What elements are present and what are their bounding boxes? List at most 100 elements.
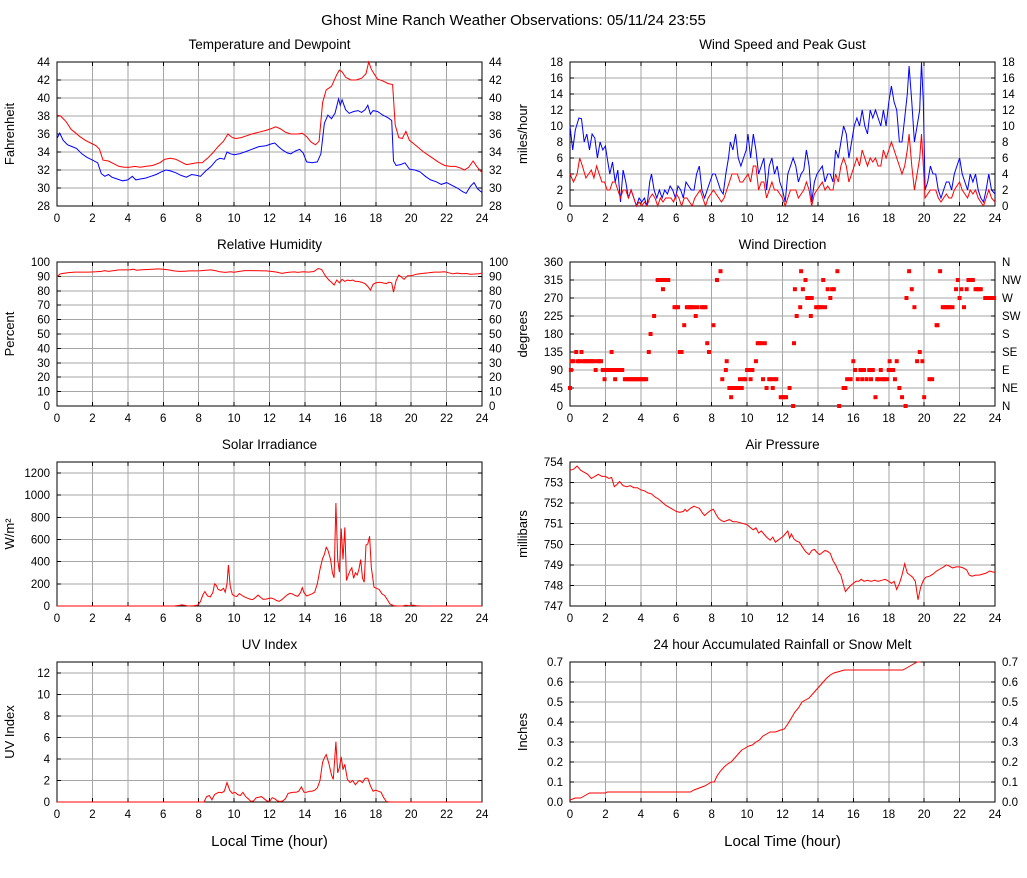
svg-text:12: 12 [37, 668, 50, 680]
svg-text:10: 10 [741, 809, 754, 821]
svg-text:44: 44 [489, 57, 502, 69]
svg-text:Percent: Percent [2, 311, 17, 356]
svg-text:225: 225 [544, 311, 563, 323]
svg-text:100: 100 [489, 257, 508, 269]
svg-text:24: 24 [476, 213, 489, 225]
svg-text:18: 18 [1002, 57, 1015, 69]
chart-accumulated-rainfall: 24 hour Accumulated Rainfall or Snow Mel… [513, 630, 1027, 860]
svg-text:40: 40 [37, 343, 50, 355]
svg-text:20: 20 [918, 413, 931, 425]
svg-text:748: 748 [544, 580, 563, 592]
svg-text:N: N [1002, 401, 1010, 413]
svg-text:16: 16 [847, 809, 860, 821]
svg-text:16: 16 [1002, 73, 1015, 85]
svg-text:1200: 1200 [24, 468, 50, 480]
svg-text:14: 14 [812, 413, 825, 425]
svg-text:44: 44 [37, 57, 50, 69]
svg-text:0: 0 [54, 809, 60, 821]
svg-text:30: 30 [37, 183, 50, 195]
solar-irradiance-plot: 0 2 4 6 8 10 12 14 16 18 20 22 240200400600800100012… [2, 461, 489, 625]
svg-text:2: 2 [602, 413, 608, 425]
svg-text:22: 22 [953, 413, 966, 425]
svg-text:400: 400 [31, 557, 50, 569]
svg-text:12: 12 [263, 613, 276, 625]
svg-text:24: 24 [989, 809, 1002, 821]
svg-text:32: 32 [489, 165, 502, 177]
svg-text:0.4: 0.4 [547, 717, 564, 729]
svg-text:8: 8 [708, 213, 714, 225]
svg-text:20: 20 [37, 372, 50, 384]
svg-text:20: 20 [918, 809, 931, 821]
svg-text:6: 6 [160, 413, 166, 425]
svg-text:22: 22 [440, 809, 453, 821]
svg-text:6: 6 [673, 213, 679, 225]
svg-text:0: 0 [54, 613, 60, 625]
chart-solar-irradiance: Solar Irradiance 0 2 4 6 8 10 12 14 16 18 20 22 24 0 2… [0, 430, 513, 630]
svg-text:0.6: 0.6 [547, 677, 563, 689]
svg-text:40: 40 [489, 93, 502, 105]
svg-text:22: 22 [440, 213, 453, 225]
svg-text:0.2: 0.2 [1002, 757, 1018, 769]
svg-text:Fahrenheit: Fahrenheit [2, 103, 17, 166]
svg-text:12: 12 [1002, 105, 1015, 117]
svg-text:2: 2 [44, 775, 50, 787]
svg-text:6: 6 [160, 613, 166, 625]
svg-text:22: 22 [440, 413, 453, 425]
svg-text:10: 10 [741, 613, 754, 625]
svg-text:30: 30 [37, 358, 50, 370]
svg-text:180: 180 [544, 329, 563, 341]
svg-text:S: S [1002, 329, 1010, 341]
svg-text:10: 10 [228, 413, 241, 425]
svg-text:18: 18 [369, 413, 382, 425]
svg-text:752: 752 [544, 498, 563, 510]
svg-text:8: 8 [44, 711, 50, 723]
svg-text:W/m²: W/m² [2, 518, 17, 550]
svg-text:100: 100 [31, 257, 50, 269]
chart-wind-direction: Wind Direction 0 2 4 6 8 10 12 14 16 18 20 22 24 0 N 45… [513, 230, 1027, 430]
svg-text:0: 0 [557, 401, 563, 413]
svg-text:18: 18 [369, 613, 382, 625]
accumulated-rainfall-plot: 0 2 4 6 8 10 12 14 16 18 20 22 240.0 0.00.1 0.10.2 0.20… [515, 657, 1019, 850]
svg-text:8: 8 [708, 809, 714, 821]
svg-text:8: 8 [195, 613, 201, 625]
svg-text:Local Time (hour): Local Time (hour) [724, 833, 841, 850]
svg-text:10: 10 [489, 387, 502, 399]
svg-text:4: 4 [44, 754, 51, 766]
svg-text:2: 2 [89, 413, 95, 425]
svg-text:22: 22 [953, 613, 966, 625]
chart-title: Air Pressure [745, 437, 820, 452]
svg-text:38: 38 [489, 111, 502, 123]
svg-text:6: 6 [160, 809, 166, 821]
svg-text:24: 24 [476, 613, 489, 625]
svg-text:16: 16 [847, 613, 860, 625]
svg-text:0.7: 0.7 [547, 657, 563, 669]
chart-uv-index: UV Index 0 2 4 6 8 10 12 14 16 18 20 22 24 0 2 4 6 8 10 12 U… [0, 630, 513, 860]
svg-text:10: 10 [741, 213, 754, 225]
svg-text:16: 16 [550, 73, 563, 85]
svg-text:10: 10 [37, 387, 50, 399]
svg-text:Local Time (hour): Local Time (hour) [211, 833, 328, 850]
svg-text:4: 4 [638, 413, 645, 425]
svg-text:36: 36 [37, 129, 50, 141]
svg-text:18: 18 [882, 809, 895, 821]
svg-text:4: 4 [557, 169, 564, 181]
svg-text:747: 747 [544, 601, 563, 613]
svg-text:24: 24 [989, 413, 1002, 425]
svg-text:80: 80 [489, 286, 502, 298]
svg-text:270: 270 [544, 293, 563, 305]
svg-text:2: 2 [557, 185, 563, 197]
svg-text:10: 10 [1002, 121, 1015, 133]
svg-text:0.5: 0.5 [547, 697, 563, 709]
svg-text:22: 22 [953, 213, 966, 225]
svg-text:12: 12 [263, 809, 276, 821]
svg-text:8: 8 [708, 413, 714, 425]
svg-text:16: 16 [334, 613, 347, 625]
svg-text:90: 90 [550, 365, 563, 377]
svg-text:SW: SW [1002, 311, 1021, 323]
svg-text:0.0: 0.0 [547, 797, 563, 809]
svg-text:0: 0 [557, 201, 563, 213]
svg-text:0: 0 [567, 213, 573, 225]
svg-text:0: 0 [44, 797, 50, 809]
